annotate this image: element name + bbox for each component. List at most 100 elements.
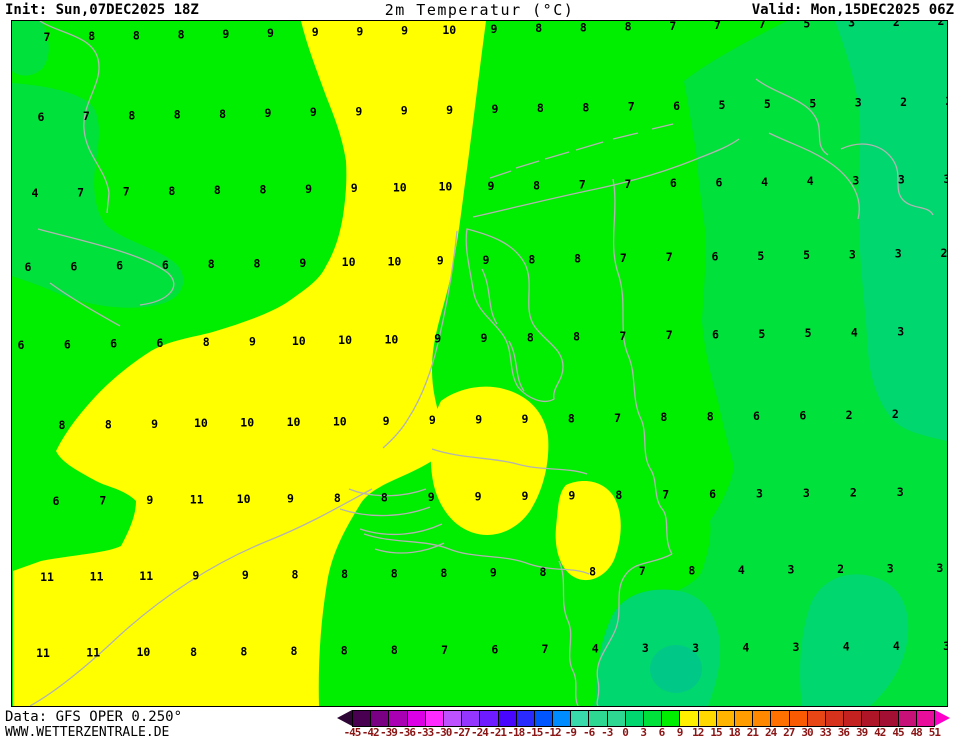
- temperature-value: 8: [528, 252, 535, 266]
- colorbar-tick-label: 21: [746, 726, 759, 739]
- temperature-value: 8: [219, 107, 226, 121]
- temperature-value: 8: [391, 643, 398, 657]
- colorbar-tick-label: 9: [676, 726, 684, 739]
- temperature-value: 4: [843, 640, 850, 654]
- temperature-value: 3: [897, 485, 904, 499]
- temperature-value: 5: [758, 327, 765, 341]
- data-source-label: Data: GFS OPER 0.250°: [5, 709, 183, 725]
- temperature-value: 8: [574, 252, 581, 266]
- temperature-value: 8: [254, 257, 261, 271]
- colorbar-segment: [806, 711, 825, 726]
- temperature-value: 10: [438, 180, 452, 194]
- temperature-value: 7: [77, 185, 84, 199]
- colorbar-segment: [752, 711, 771, 726]
- website-label: WWW.WETTERZENTRALE.DE: [5, 725, 170, 740]
- temperature-value: 8: [625, 21, 632, 34]
- colorbar-segment: [442, 711, 462, 726]
- temperature-value: 8: [537, 101, 544, 115]
- temperature-value: 5: [803, 248, 810, 262]
- temperature-value: 6: [110, 337, 117, 351]
- colorbar-tick-label: -15: [525, 726, 544, 739]
- temperature-value: 9: [192, 569, 199, 583]
- temperature-value-grid: 7 8 8 8 9 9 9 9 9 10 9 8 8 8 7 7 7 5 3 2 2 6 7 8 8 8 9 9 9 9 9 9 8 8 7 6 5 5 5…: [18, 21, 947, 660]
- temperature-value: 9: [568, 489, 575, 503]
- temperature-value: 9: [481, 331, 488, 345]
- temperature-value: 3: [898, 173, 905, 187]
- temperature-value: 9: [305, 182, 312, 196]
- colorbar-segment: [606, 711, 625, 726]
- temperature-value: 5: [719, 98, 726, 112]
- temperature-value: 4: [807, 174, 814, 188]
- temperature-value: 3: [692, 641, 699, 655]
- temperature-value: 2: [837, 562, 844, 576]
- colorbar-right-arrow-icon: [935, 710, 950, 726]
- temperature-value: 9: [310, 105, 317, 119]
- temperature-value: 8: [341, 567, 348, 581]
- colorbar-segment: [588, 711, 607, 726]
- temperature-value: 4: [592, 642, 599, 656]
- temperature-value: 5: [764, 97, 771, 111]
- temperature-value: 6: [709, 487, 716, 501]
- temperature-value: 7: [542, 642, 549, 656]
- temperature-value: 7: [628, 100, 635, 114]
- temperature-value: 9: [475, 490, 482, 504]
- temperature-value: 3: [936, 561, 943, 575]
- temperature-value: 6: [491, 642, 498, 656]
- temperature-value: 11: [36, 646, 50, 660]
- temperature-value: 3: [642, 641, 649, 655]
- colorbar-tick-label: -9: [564, 726, 577, 739]
- colorbar-segment: [661, 711, 680, 726]
- temperature-value: 2: [893, 21, 900, 29]
- temperature-value: 7: [624, 177, 631, 191]
- temperature-value: 8: [533, 178, 540, 192]
- colorbar-segment: [843, 711, 862, 726]
- temperature-value: 6: [712, 250, 719, 264]
- temperature-value: 10: [393, 180, 407, 194]
- temperature-value: 8: [568, 411, 575, 425]
- temperature-value: 3: [788, 563, 795, 577]
- colorbar-segment: [461, 711, 480, 726]
- band-0-3-northeast: [835, 21, 947, 441]
- temperature-value: 9: [151, 417, 158, 431]
- colorbar-tick-label: 24: [764, 726, 777, 739]
- temperature-value: 5: [803, 21, 810, 30]
- colorbar-segment: [643, 711, 662, 726]
- temperature-value: 8: [291, 644, 298, 658]
- temperature-value: 8: [190, 645, 197, 659]
- colorbar-tick-labels: -45 -42 -39 -36 -33 -30 -27 -24 -21 -18 -15 -12 -9 -6…: [337, 726, 957, 740]
- temperature-value: 10: [194, 416, 208, 430]
- temperature-value: 6: [753, 409, 760, 423]
- temperature-value: 6: [673, 99, 680, 113]
- band-9-12-north-sea: [13, 21, 486, 706]
- temperature-value: 6: [53, 494, 60, 508]
- temperature-value: 6: [716, 176, 723, 190]
- colorbar-tick-label: -33: [416, 726, 434, 739]
- colorbar-segment: [624, 711, 643, 726]
- colorbar-tick-label: -45: [343, 726, 362, 739]
- temperature-value: 8: [105, 417, 112, 431]
- temperature-value: 9: [401, 104, 408, 118]
- temperature-value: 9: [437, 254, 444, 268]
- colorbar-tick-label: -6: [582, 726, 595, 739]
- band-9-12-south-patch: [555, 481, 621, 581]
- colorbar-segment: [788, 711, 807, 726]
- colorbar-tick-label: -39: [379, 726, 398, 739]
- temperature-value: 4: [32, 186, 39, 200]
- temperature-value: 9: [351, 181, 358, 195]
- temperature-value: 8: [59, 418, 66, 432]
- temperature-value: 7: [99, 494, 106, 508]
- temperature-value: 8: [168, 184, 175, 198]
- temperature-value: 8: [540, 565, 547, 579]
- temperature-value: 8: [174, 108, 181, 122]
- temperature-value: 4: [761, 175, 768, 189]
- temperature-value: 9: [475, 413, 482, 427]
- colorbar-segment: [879, 711, 898, 726]
- temperature-value: 9: [483, 253, 490, 267]
- temperature-value: 8: [334, 491, 341, 505]
- temperature-value: 7: [759, 21, 766, 31]
- colorbar-segment: [679, 711, 698, 726]
- temperature-value: 7: [441, 643, 448, 657]
- temperature-value: 8: [88, 29, 95, 43]
- temperature-value: 6: [38, 110, 45, 124]
